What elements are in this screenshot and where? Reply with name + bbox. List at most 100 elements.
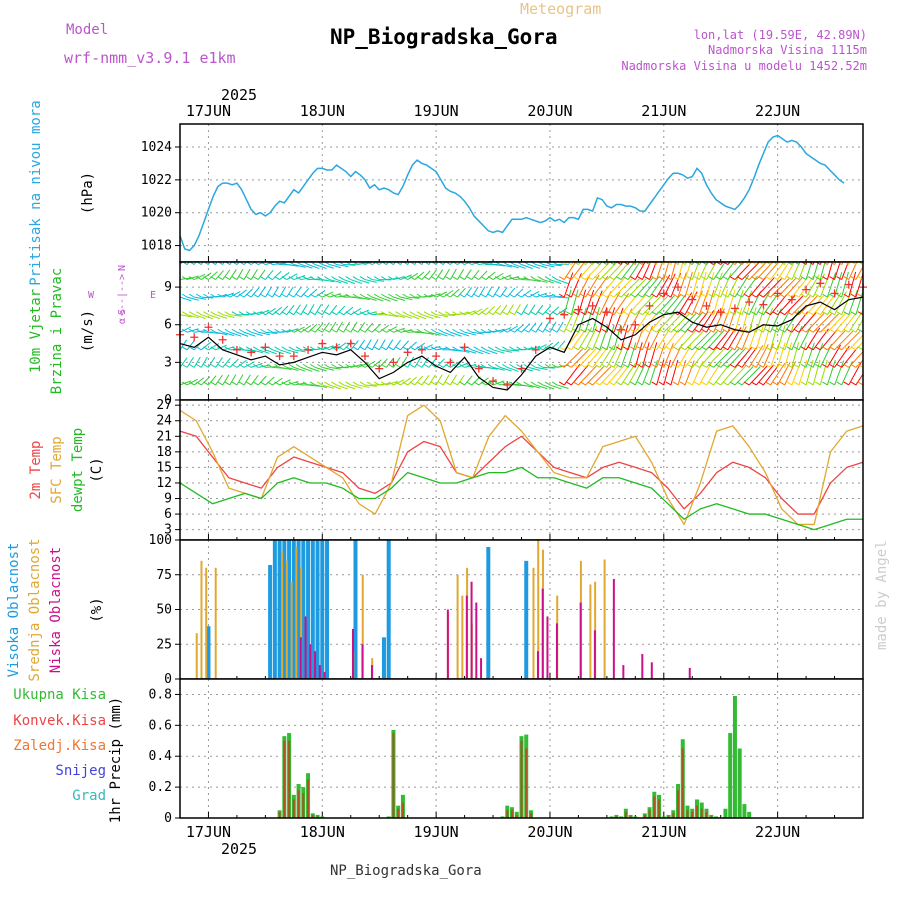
wind-barb xyxy=(450,331,462,337)
wind-barb-flag xyxy=(701,381,707,386)
wind-barb-flag xyxy=(729,346,736,351)
wind-barb-flag xyxy=(373,363,380,368)
wind-barb-flag xyxy=(708,346,714,351)
wind-barb-flag xyxy=(558,381,565,386)
wind-barb xyxy=(357,362,370,368)
wind-barb-flag xyxy=(473,328,480,333)
wind-barb xyxy=(279,349,292,355)
wind-barb xyxy=(180,314,192,318)
wind-barb-flag xyxy=(686,311,693,316)
wind-barb xyxy=(634,310,650,333)
model-elevation-label: Nadmorska Visina u modelu 1452.52m xyxy=(621,59,867,73)
wind-barb xyxy=(321,304,330,315)
wind-barb-flag xyxy=(551,381,558,386)
wind-barb xyxy=(264,270,274,280)
wind-barb-flag xyxy=(601,311,608,316)
wind-gust-marker xyxy=(716,308,725,317)
wind-barb-flag xyxy=(800,293,807,298)
wind-barb xyxy=(734,366,754,386)
wind-barb xyxy=(670,329,688,351)
day-label-bottom: 19JUN xyxy=(414,823,459,841)
wind-barb-flag xyxy=(793,381,800,386)
wind-barb xyxy=(471,349,484,355)
wind-barb xyxy=(627,262,641,280)
wind-barb-flag xyxy=(181,311,188,316)
wind-barb-flag xyxy=(267,276,273,280)
wind-barb-flag xyxy=(430,293,437,298)
cloud-high-bar xyxy=(353,540,358,679)
cloud-mid-bar xyxy=(537,540,540,679)
wind-barb-flag xyxy=(829,328,835,333)
wind-barb xyxy=(357,339,366,351)
wind-barb-flag xyxy=(857,363,863,368)
wind-barb xyxy=(777,342,786,368)
wind-barb xyxy=(450,360,461,368)
wind-barb xyxy=(464,331,477,336)
wind-barb xyxy=(385,339,394,351)
wind-barb xyxy=(513,304,521,315)
wind-barb xyxy=(407,376,417,386)
wind-barb xyxy=(791,262,801,280)
wind-barb-flag xyxy=(573,381,579,386)
wind-barb xyxy=(329,264,342,269)
wind-barb xyxy=(229,358,239,368)
wind-barb-flag xyxy=(309,346,316,351)
wind-barb xyxy=(599,365,619,386)
wind-barb-flag xyxy=(494,328,501,333)
wind-barb-flag xyxy=(309,363,316,368)
wind-barb xyxy=(180,380,192,386)
wind-gust-marker xyxy=(403,348,412,357)
plot-area xyxy=(180,400,863,540)
wind-barb xyxy=(862,263,863,265)
wind-barb-flag xyxy=(758,276,764,280)
wind-barb-flag xyxy=(366,346,373,351)
wind-barb-flag xyxy=(694,346,700,351)
wind-barb xyxy=(257,269,266,280)
wind-barb-flag xyxy=(665,293,672,298)
footer-station: NP_Biogradska_Gora xyxy=(330,863,482,879)
wind-unit: (m/s) xyxy=(80,310,96,352)
day-label-top: 19JUN xyxy=(414,102,459,120)
wind-barb-flag xyxy=(459,363,465,368)
wind-gust-marker xyxy=(730,304,739,313)
wind-barb xyxy=(656,313,675,333)
wind-barb-flag xyxy=(302,381,309,386)
wind-barb-flag xyxy=(445,276,451,280)
wind-barb-flag xyxy=(430,328,437,333)
wind-barb-flag xyxy=(253,311,259,316)
wind-barb-flag xyxy=(516,381,522,386)
wind-barb-flag xyxy=(345,276,352,280)
wind-barb xyxy=(649,275,665,298)
cloud-mid-bar xyxy=(461,595,464,679)
wind-barb xyxy=(243,374,251,386)
cloud-mid-bar xyxy=(532,567,535,679)
wind-barb xyxy=(492,366,505,371)
wind-barb-flag xyxy=(587,328,593,333)
wind-barb xyxy=(713,363,730,386)
wind-barb xyxy=(478,307,489,316)
wind-barb xyxy=(507,366,519,372)
wind-barb xyxy=(862,366,863,368)
wind-barb xyxy=(514,264,526,269)
wind-gust-marker xyxy=(745,298,754,307)
wind-barb-flag xyxy=(352,311,359,316)
wind-barb xyxy=(222,262,225,265)
wind-barb-flag xyxy=(373,293,380,298)
wind-barb xyxy=(798,342,807,368)
wind-barb xyxy=(478,349,491,355)
wind-barb xyxy=(649,262,657,280)
precip-conv-bar xyxy=(624,811,627,818)
wind-barb-flag xyxy=(359,363,366,368)
precip-total-bar xyxy=(661,816,666,818)
wind-barb-flag xyxy=(288,276,295,280)
tdew-line xyxy=(179,466,863,531)
temp-ylabel-sub: SFC Temp xyxy=(49,436,65,503)
wind-barb xyxy=(770,362,786,386)
wind-barb xyxy=(777,262,790,280)
wind-barb-flag xyxy=(637,346,643,351)
wind-barb xyxy=(499,274,512,281)
wind-barb xyxy=(620,342,631,368)
precip-conv-bar xyxy=(700,808,703,818)
wind-barb xyxy=(812,273,825,298)
wind-barb xyxy=(286,264,299,267)
